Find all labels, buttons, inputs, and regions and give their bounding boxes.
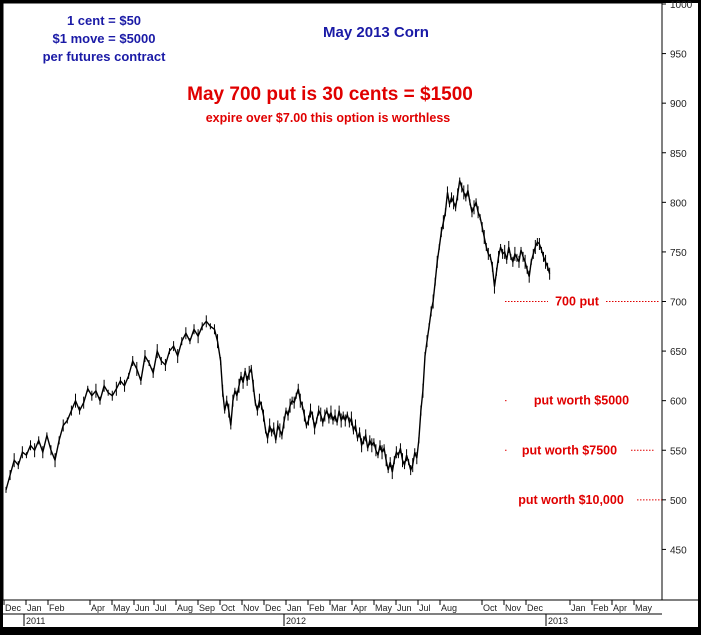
y-tick-label: 950 — [670, 50, 687, 61]
y-tick-label: 450 — [670, 545, 687, 556]
x-tick-label: Jan — [27, 603, 42, 613]
x-tick-label: Oct — [221, 603, 236, 613]
x-tick-label: Jan — [287, 603, 302, 613]
year-label: 2013 — [548, 616, 568, 626]
x-tick-label: Jul — [419, 603, 431, 613]
y-tick-label: 900 — [670, 99, 687, 110]
x-tick-label: Apr — [91, 603, 105, 613]
price-series — [5, 177, 551, 493]
y-tick-label: 750 — [670, 248, 687, 259]
chart-background — [3, 3, 698, 627]
y-tick-label: 800 — [670, 198, 687, 209]
x-tick-label: Nov — [505, 603, 522, 613]
x-tick-label: Jul — [155, 603, 167, 613]
level-label: put worth $10,000 — [518, 493, 624, 507]
note-line-3: per futures contract — [43, 49, 166, 64]
x-tick-label: May — [113, 603, 131, 613]
x-tick-label: Oct — [483, 603, 498, 613]
y-tick-label: 500 — [670, 496, 687, 507]
y-tick-label: 700 — [670, 298, 687, 309]
subheadline: expire over $7.00 this option is worthle… — [206, 111, 451, 125]
note-line-1: 1 cent = $50 — [67, 13, 141, 28]
x-tick-label: Feb — [593, 603, 609, 613]
level-label: put worth $5000 — [534, 394, 629, 408]
level-lines: 700 put put worth $5000 put worth $7500 put… — [505, 295, 662, 507]
y-tick-label: 650 — [670, 347, 687, 358]
x-tick-label: Dec — [265, 603, 282, 613]
x-tick-label: Nov — [243, 603, 260, 613]
x-tick-label: Dec — [5, 603, 22, 613]
x-tick-label: Aug — [177, 603, 193, 613]
x-tick-label: May — [375, 603, 393, 613]
level-label: put worth $7500 — [522, 443, 617, 457]
year-label: 2012 — [286, 616, 306, 626]
year-label: 2011 — [26, 616, 45, 626]
headline: May 700 put is 30 cents = $1500 — [187, 84, 473, 105]
x-tick-label: Mar — [331, 603, 347, 613]
x-tick-label: Apr — [353, 603, 367, 613]
y-tick-label: 1000 — [670, 0, 693, 11]
y-tick-label: 550 — [670, 446, 687, 457]
y-tick-label: 600 — [670, 397, 687, 408]
x-tick-label: Feb — [309, 603, 325, 613]
x-tick-label: Aug — [441, 603, 457, 613]
x-tick-label: Dec — [527, 603, 544, 613]
level-label: 700 put — [555, 295, 600, 309]
x-tick-label: May — [635, 603, 653, 613]
y-tick-label: 850 — [670, 149, 687, 160]
x-tick-label: Apr — [613, 603, 627, 613]
x-tick-label: Sep — [199, 603, 215, 613]
y-axis: 450 500 550 600 650 700 750 800 850 900 950 1000 — [662, 0, 693, 556]
x-tick-label: Jan — [571, 603, 586, 613]
note-line-2: $1 move = $5000 — [53, 31, 156, 46]
x-tick-label: Jun — [135, 603, 150, 613]
x-tick-label: Feb — [49, 603, 65, 613]
x-axis: Dec Jan Feb Apr May Jun Jul Aug Sep Oct Nov Dec Jan F… — [3, 600, 653, 626]
x-tick-label: Jun — [397, 603, 412, 613]
chart-title: May 2013 Corn — [323, 24, 429, 41]
